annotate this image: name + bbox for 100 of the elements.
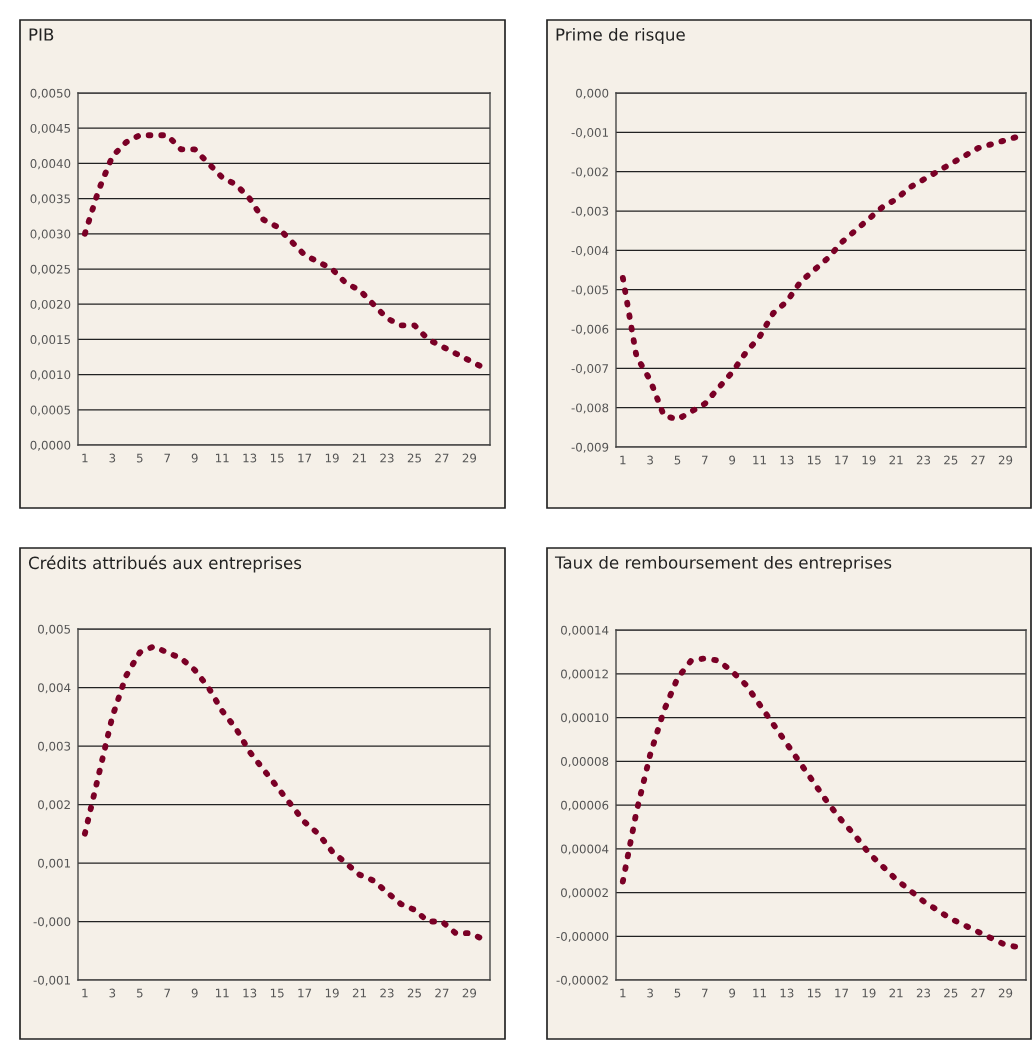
x-tick-label: 5 xyxy=(674,455,681,465)
y-tick-label: -0,009 xyxy=(571,442,609,453)
x-tick-label: 1 xyxy=(620,455,626,465)
x-tick-label: 1 xyxy=(82,453,88,463)
y-tick-label: 0,0025 xyxy=(30,264,71,275)
y-tick-label: 0,00006 xyxy=(561,800,609,811)
x-tick-label: 9 xyxy=(729,988,736,998)
chart-title: Taux de remboursement des entreprises xyxy=(554,555,892,573)
y-tick-label: 0,005 xyxy=(38,624,71,635)
x-tick-label: 11 xyxy=(753,455,766,465)
x-tick-label: 27 xyxy=(971,455,985,465)
x-tick-label: 21 xyxy=(889,988,903,998)
x-tick-label: 27 xyxy=(435,988,449,998)
x-tick-label: 5 xyxy=(136,453,143,463)
x-tick-label: 9 xyxy=(729,455,736,465)
x-tick-label: 23 xyxy=(380,988,394,998)
y-tick-label: 0,0000 xyxy=(30,440,71,451)
y-tick-label: 0,003 xyxy=(38,741,71,752)
y-tick-label: 0,000 xyxy=(576,88,609,99)
x-tick-label: 13 xyxy=(243,453,257,463)
x-tick-label: 25 xyxy=(407,988,421,998)
y-tick-label: 0,001 xyxy=(38,858,70,869)
x-tick-label: 15 xyxy=(807,988,821,998)
y-tick-label: -0,004 xyxy=(571,246,609,257)
y-tick-label: -0,005 xyxy=(571,285,609,296)
y-tick-label: 0,00002 xyxy=(561,888,608,899)
y-tick-label: -0,007 xyxy=(571,364,609,375)
x-tick-label: 3 xyxy=(109,453,116,463)
x-tick-label: 1 xyxy=(82,988,88,998)
y-tick-label: 0,0045 xyxy=(30,123,71,135)
x-tick-label: 13 xyxy=(243,988,257,998)
x-tick-label: 5 xyxy=(136,988,143,998)
y-tick-label: 0,002 xyxy=(38,800,70,811)
x-tick-label: 23 xyxy=(916,988,931,998)
y-tick-label: 0,0015 xyxy=(30,335,71,346)
x-tick-label: 17 xyxy=(298,988,312,998)
y-tick-label: 0,00004 xyxy=(561,844,609,855)
x-tick-label: 29 xyxy=(998,988,1013,998)
y-tick-label: -0,006 xyxy=(571,324,609,335)
x-tick-label: 15 xyxy=(270,988,284,998)
y-tick-label: -0,003 xyxy=(571,206,609,217)
x-tick-label: 9 xyxy=(191,988,198,998)
x-tick-label: 17 xyxy=(835,988,848,998)
x-tick-label: 21 xyxy=(352,988,366,998)
x-tick-label: 19 xyxy=(325,988,339,998)
y-tick-label: 0,00014 xyxy=(561,625,609,636)
x-tick-label: 15 xyxy=(807,455,821,465)
y-tick-label: 0,0005 xyxy=(30,405,71,416)
x-tick-label: 9 xyxy=(191,453,198,463)
x-tick-label: 3 xyxy=(647,455,653,465)
x-tick-label: 5 xyxy=(674,988,681,998)
x-tick-label: 29 xyxy=(998,455,1013,465)
x-tick-label: 3 xyxy=(647,988,653,998)
y-tick-label: 0,004 xyxy=(38,683,71,694)
x-tick-label: 13 xyxy=(780,988,794,998)
x-tick-label: 25 xyxy=(944,455,958,465)
y-tick-label: -0,008 xyxy=(571,403,609,414)
y-tick-label: -0,00002 xyxy=(556,975,608,986)
x-tick-label: 23 xyxy=(916,455,931,465)
y-tick-label: -0,001 xyxy=(571,128,608,139)
y-tick-label: 0,00012 xyxy=(561,669,608,680)
x-tick-label: 3 xyxy=(109,988,116,998)
y-tick-label: 0,0010 xyxy=(30,370,71,381)
x-tick-label: 7 xyxy=(702,455,708,465)
x-tick-label: 13 xyxy=(780,455,794,465)
x-tick-label: 17 xyxy=(835,455,848,465)
x-tick-label: 7 xyxy=(164,453,171,463)
x-tick-label: 19 xyxy=(325,453,339,463)
x-tick-label: 25 xyxy=(407,453,421,463)
x-tick-label: 11 xyxy=(215,988,229,998)
x-tick-label: 21 xyxy=(889,455,903,465)
y-tick-label: 0,0035 xyxy=(30,194,71,205)
y-tick-label: -0,001 xyxy=(33,975,70,986)
y-tick-label: 0,0040 xyxy=(30,159,71,170)
x-tick-label: 21 xyxy=(352,453,366,463)
x-tick-label: 29 xyxy=(462,988,477,998)
x-tick-label: 11 xyxy=(753,988,766,998)
y-tick-label: 0,0030 xyxy=(30,229,71,240)
x-tick-label: 29 xyxy=(462,453,477,463)
y-tick-label: -0,002 xyxy=(571,167,608,178)
x-tick-label: 7 xyxy=(164,988,171,998)
y-tick-label: -0,000 xyxy=(33,917,71,928)
y-tick-label: 0,00010 xyxy=(561,713,609,724)
x-tick-label: 11 xyxy=(215,453,229,463)
chart-title: PIB xyxy=(29,28,54,41)
x-tick-label: 7 xyxy=(702,988,708,998)
y-tick-label: 0,0020 xyxy=(30,299,71,311)
x-tick-label: 1 xyxy=(620,988,626,998)
x-tick-label: 27 xyxy=(971,988,985,998)
chart-title: Prime de risque xyxy=(556,27,685,45)
x-tick-label: 25 xyxy=(944,988,958,998)
x-tick-label: 19 xyxy=(862,455,876,465)
y-tick-label: -0,00000 xyxy=(556,931,609,943)
x-tick-label: 27 xyxy=(435,453,449,463)
y-tick-label: 0,0050 xyxy=(30,88,71,99)
y-tick-label: 0,00008 xyxy=(561,756,609,768)
x-tick-label: 15 xyxy=(270,453,284,463)
x-tick-label: 17 xyxy=(298,453,312,463)
x-tick-label: 23 xyxy=(380,453,394,463)
x-tick-label: 19 xyxy=(862,988,876,998)
